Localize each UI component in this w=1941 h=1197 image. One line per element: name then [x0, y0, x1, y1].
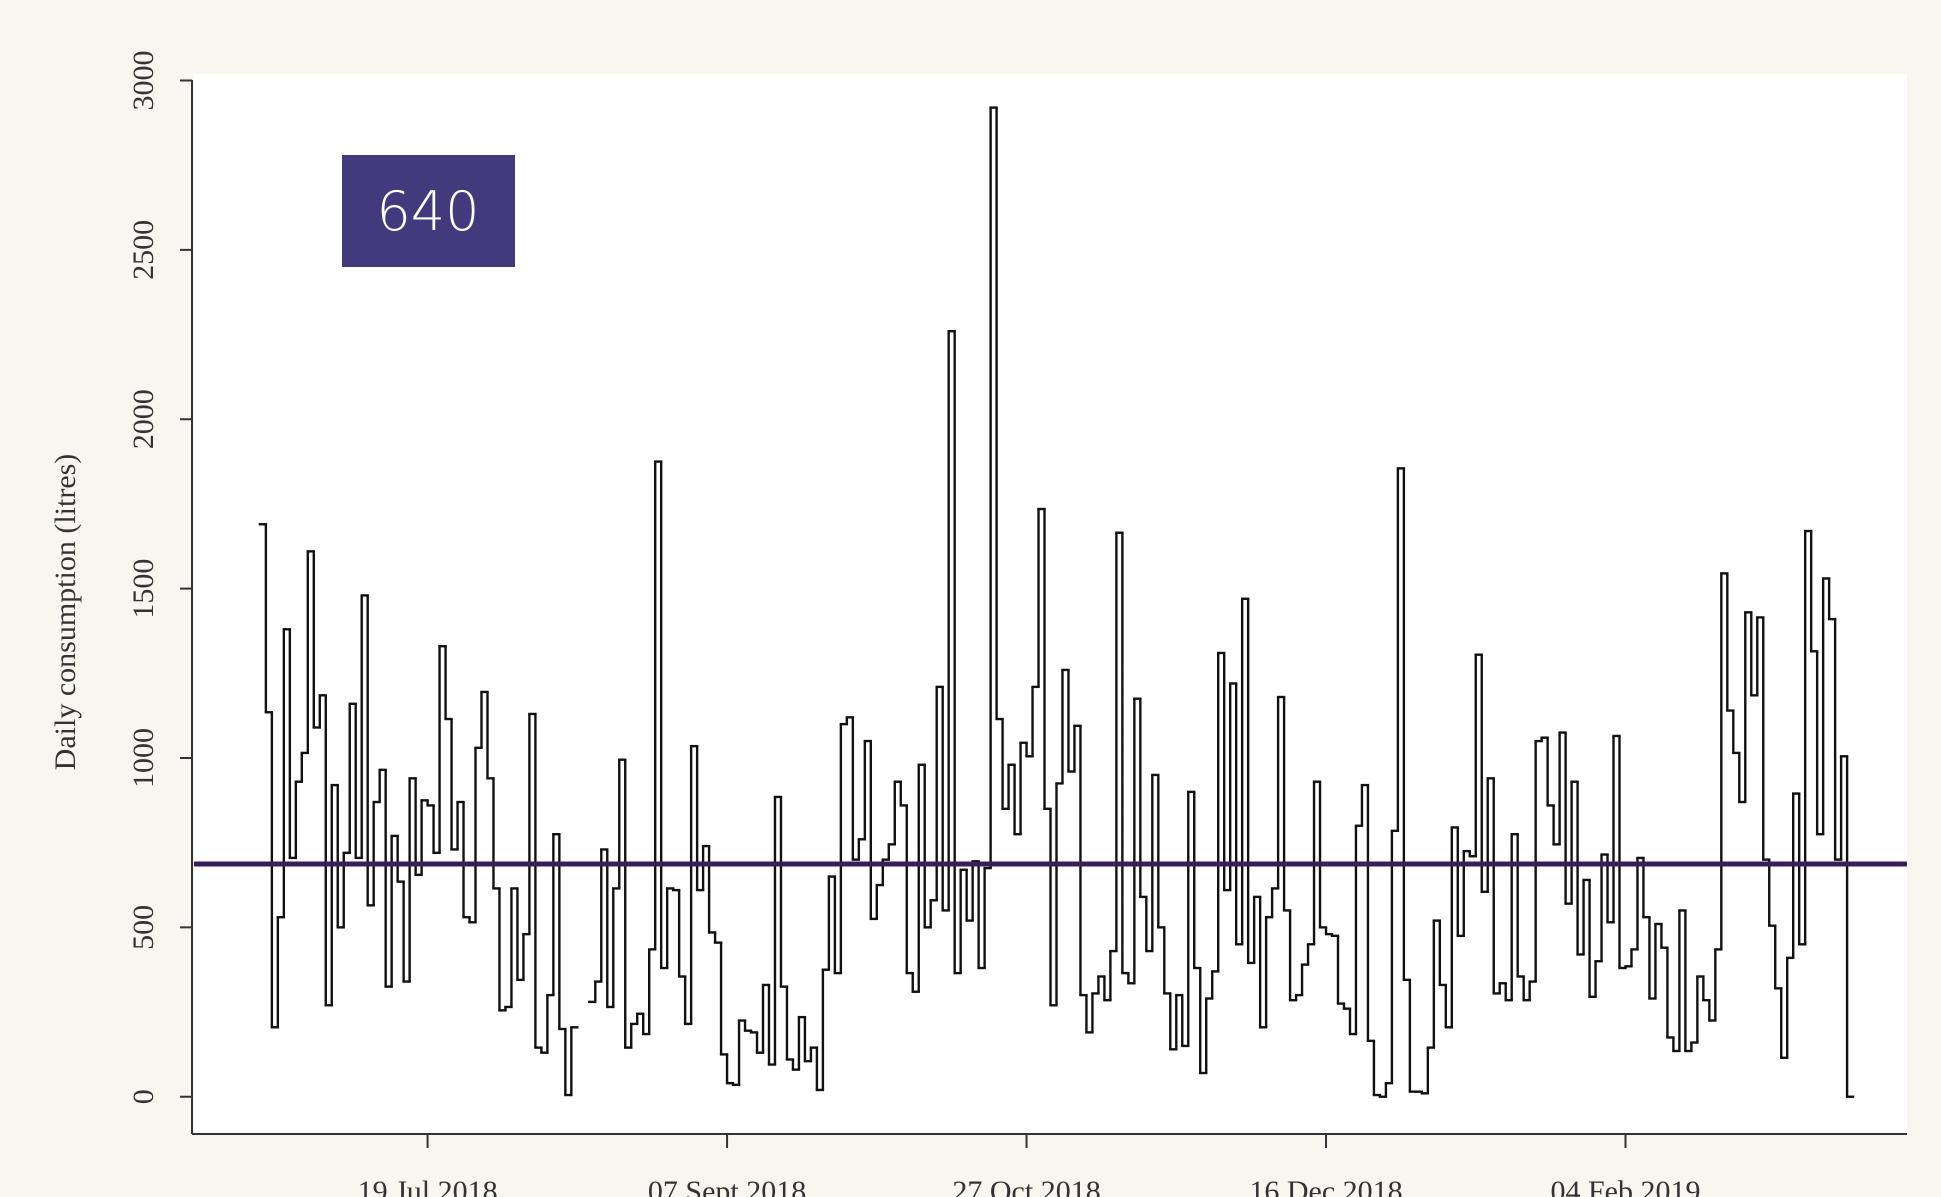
y-tick-label: 0	[127, 1089, 160, 1104]
y-tick-label: 1500	[127, 559, 160, 619]
annotation-box	[342, 155, 515, 267]
x-tick-label: 27 Oct 2018	[952, 1175, 1100, 1197]
y-tick-label: 2000	[127, 389, 160, 449]
x-tick-label: 19 Jul 2018	[358, 1175, 498, 1197]
annotation: 640	[376, 180, 479, 243]
x-tick-label: 04 Feb 2019	[1550, 1175, 1700, 1197]
y-axis-label: Daily consumption (litres)	[49, 454, 82, 771]
y-tick-label: 3000	[127, 51, 160, 111]
x-tick-label: 16 Dec 2018	[1249, 1175, 1402, 1197]
x-tick-label: 07 Sept 2018	[648, 1175, 806, 1197]
y-tick-label: 1000	[127, 728, 160, 788]
y-tick-label: 500	[127, 905, 160, 950]
y-tick-label: 2500	[127, 220, 160, 280]
marks	[194, 106, 1907, 1098]
